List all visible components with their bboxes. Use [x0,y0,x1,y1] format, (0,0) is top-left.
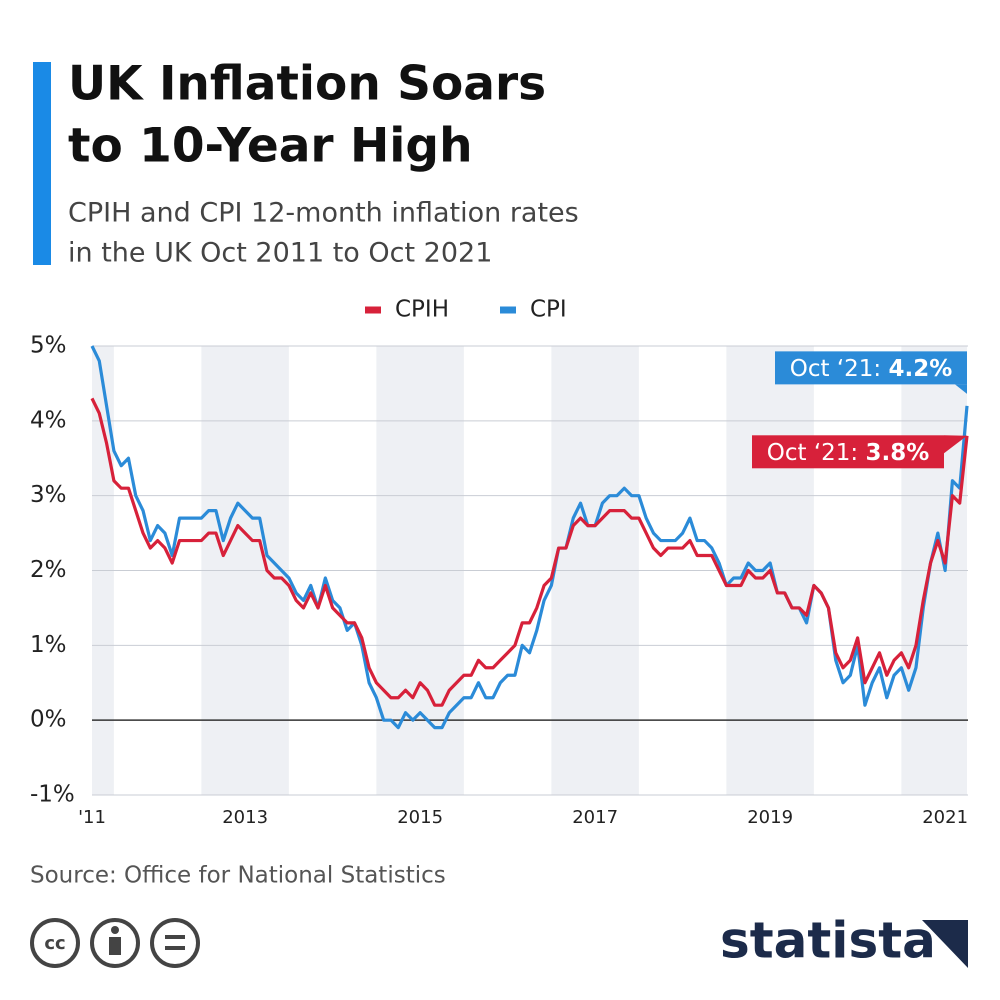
callout-label: Oct ‘21: 3.8% [767,439,930,465]
license-icons: cc [30,918,200,968]
chart-subtitle: CPIH and CPI 12-month inflation rates [68,198,579,229]
x-tick-label: 2017 [572,807,618,828]
chart-title: UK Inflation Soars [68,57,546,112]
y-tick-label: -1% [30,782,75,808]
callout: Oct ‘21: 4.2% [775,351,967,394]
callout-value: 3.8% [865,439,929,465]
chart-title: to 10-Year High [68,119,473,174]
x-tick-label: 2019 [747,807,793,828]
y-tick-label: 4% [30,407,67,433]
brand-mark [922,920,968,968]
y-tick-label: 1% [30,632,67,658]
title-bar [33,62,51,265]
callout-pointer [944,435,967,454]
callout-label: Oct ‘21: 4.2% [790,355,953,381]
y-tick-label: 0% [30,707,67,733]
callout-prefix: Oct ‘21: [767,439,858,465]
x-tick-label: 2021 [922,807,968,828]
series-line [90,397,969,707]
y-tick-label: 3% [30,482,67,508]
callout-box [752,435,944,469]
callout-value: 4.2% [888,355,952,381]
callout: Oct ‘21: 3.8% [752,435,967,469]
callout-box [775,351,967,385]
callout-pointer [955,384,967,394]
x-tick-label: 2015 [397,807,443,828]
legend-label: CPI [530,297,567,323]
chart-subtitle: in the UK Oct 2011 to Oct 2021 [68,238,492,269]
legend-label: CPIH [395,297,449,323]
source: Source: Office for National Statistics [30,863,446,889]
x-tick-label: '11 [78,807,106,828]
y-tick-label: 5% [30,333,67,359]
x-tick-label: 2013 [222,807,268,828]
brand-logo: statista [720,912,936,970]
svg-text:cc: cc [44,933,65,954]
callout-prefix: Oct ‘21: [790,355,881,381]
y-tick-label: 2% [30,557,67,583]
